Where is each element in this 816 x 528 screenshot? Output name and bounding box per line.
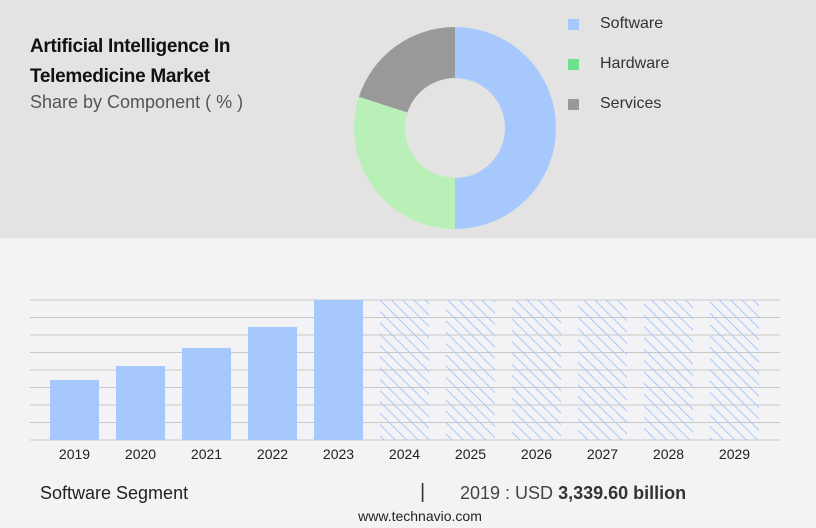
x-axis-labels: 2019 2020 2021 2022 2023 2024 2025 2026 2027 2028… <box>59 446 750 462</box>
donut-slice-hardware <box>353 96 455 230</box>
x-tick-label: 2020 <box>125 446 156 462</box>
bar-2020 <box>116 366 165 440</box>
legend-label: Hardware <box>600 55 670 72</box>
legend-label: Services <box>600 95 662 112</box>
x-tick-label: 2023 <box>323 446 354 462</box>
footer-separator: | <box>420 481 426 503</box>
x-tick-label: 2024 <box>389 446 420 462</box>
bar-2029 <box>710 300 759 440</box>
donut-slice-services <box>358 27 455 113</box>
title-line-2: Telemedicine Market <box>30 66 210 87</box>
donut-legend: Software Hardware Services <box>568 14 768 124</box>
bar-2024 <box>380 300 429 440</box>
x-tick-label: 2025 <box>455 446 486 462</box>
x-tick-label: 2019 <box>59 446 90 462</box>
chart-title: Artificial Intelligence In Telemedicine … <box>30 32 231 92</box>
bar-2028 <box>644 300 693 440</box>
segment-label: Software Segment <box>40 483 189 503</box>
bar-2019 <box>50 380 99 440</box>
donut-slice-software <box>455 27 556 229</box>
legend-swatch <box>568 98 579 110</box>
x-tick-label: 2027 <box>587 446 618 462</box>
x-tick-label: 2028 <box>653 446 684 462</box>
legend-swatch <box>568 18 579 30</box>
legend-item-hardware: Hardware <box>568 54 728 74</box>
bar-2026 <box>512 300 561 440</box>
value-amount: 3,339.60 billion <box>558 483 687 503</box>
legend-label: Software <box>600 15 664 32</box>
x-tick-label: 2021 <box>191 446 222 462</box>
bar-2022 <box>248 327 297 440</box>
chart-subtitle: Share by Component ( % ) <box>30 92 244 112</box>
bar-chart <box>50 300 759 440</box>
bar-2025 <box>446 300 495 440</box>
legend-swatch <box>568 58 579 70</box>
legend-item-services: Services <box>568 94 728 114</box>
value-year-label: 2019 : USD <box>460 483 554 503</box>
x-tick-label: 2026 <box>521 446 552 462</box>
x-tick-label: 2029 <box>719 446 750 462</box>
bar-2021 <box>182 348 231 440</box>
donut-chart <box>353 27 556 230</box>
x-tick-label: 2022 <box>257 446 288 462</box>
legend-item-software: Software <box>568 14 728 34</box>
bar-2027 <box>578 300 627 440</box>
segment-value: 2019 : USD 3,339.60 billion <box>460 483 686 504</box>
title-line-1: Artificial Intelligence In <box>30 36 231 57</box>
source-url[interactable]: www.technavio.com <box>358 508 482 524</box>
bar-2023 <box>314 300 363 440</box>
